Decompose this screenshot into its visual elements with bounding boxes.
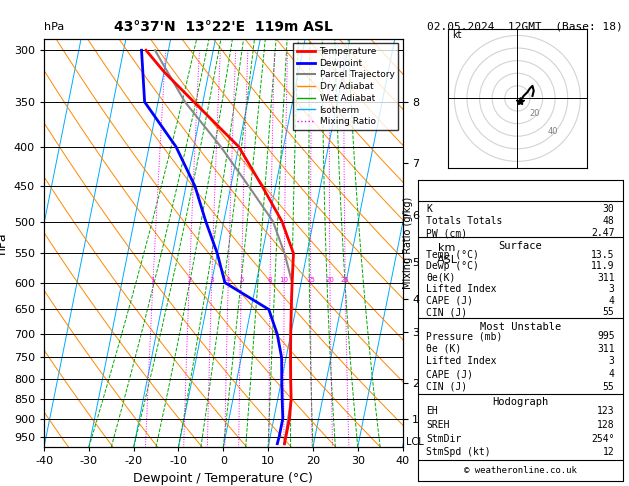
Text: © weatheronline.co.uk: © weatheronline.co.uk [464, 466, 577, 475]
Text: 48: 48 [603, 216, 615, 226]
Text: SREH: SREH [426, 420, 450, 430]
Text: CAPE (J): CAPE (J) [426, 296, 474, 306]
Text: Most Unstable: Most Unstable [480, 322, 561, 332]
Text: 55: 55 [603, 308, 615, 317]
Text: 1: 1 [151, 277, 155, 283]
Text: 4: 4 [609, 369, 615, 379]
Text: 3: 3 [609, 284, 615, 295]
Text: 40: 40 [547, 127, 558, 136]
Text: Lifted Index: Lifted Index [426, 284, 497, 295]
Text: 254°: 254° [591, 434, 615, 444]
Text: θe (K): θe (K) [426, 344, 462, 354]
Text: EH: EH [426, 406, 438, 417]
Text: 20: 20 [530, 109, 540, 118]
Text: kt: kt [452, 30, 462, 40]
Text: CIN (J): CIN (J) [426, 382, 467, 392]
Text: 311: 311 [597, 273, 615, 283]
Text: 3: 3 [609, 356, 615, 366]
Text: PW (cm): PW (cm) [426, 228, 467, 238]
Y-axis label: hPa: hPa [0, 232, 8, 254]
Text: 3: 3 [209, 277, 214, 283]
Text: LCL: LCL [406, 437, 424, 447]
Text: 55: 55 [603, 382, 615, 392]
Text: 13.5: 13.5 [591, 250, 615, 260]
Text: Pressure (mb): Pressure (mb) [426, 331, 503, 341]
Text: Mixing Ratio (g/kg): Mixing Ratio (g/kg) [403, 197, 413, 289]
Text: 2: 2 [187, 277, 191, 283]
Text: 11.9: 11.9 [591, 261, 615, 271]
Text: 2.47: 2.47 [591, 228, 615, 238]
Text: K: K [426, 204, 432, 214]
Text: 30: 30 [603, 204, 615, 214]
Text: Temp (°C): Temp (°C) [426, 250, 479, 260]
Text: 123: 123 [597, 406, 615, 417]
Text: 128: 128 [597, 420, 615, 430]
Text: 4: 4 [609, 296, 615, 306]
Text: CIN (J): CIN (J) [426, 308, 467, 317]
Text: 15: 15 [306, 277, 315, 283]
Text: 995: 995 [597, 331, 615, 341]
Text: CAPE (J): CAPE (J) [426, 369, 474, 379]
Text: 12: 12 [603, 447, 615, 457]
Text: 10: 10 [280, 277, 289, 283]
Text: 25: 25 [341, 277, 350, 283]
Text: Hodograph: Hodograph [493, 398, 548, 407]
Y-axis label: km
ASL: km ASL [437, 243, 458, 264]
Text: Dewp (°C): Dewp (°C) [426, 261, 479, 271]
X-axis label: Dewpoint / Temperature (°C): Dewpoint / Temperature (°C) [133, 472, 313, 485]
Text: 311: 311 [597, 344, 615, 354]
Text: 20: 20 [326, 277, 335, 283]
Text: Surface: Surface [499, 241, 542, 251]
Legend: Temperature, Dewpoint, Parcel Trajectory, Dry Adiabat, Wet Adiabat, Isotherm, Mi: Temperature, Dewpoint, Parcel Trajectory… [293, 43, 398, 130]
Text: 8: 8 [268, 277, 272, 283]
Text: 5: 5 [239, 277, 243, 283]
Text: StmDir: StmDir [426, 434, 462, 444]
Text: StmSpd (kt): StmSpd (kt) [426, 447, 491, 457]
Text: hPa: hPa [44, 21, 64, 32]
Text: Totals Totals: Totals Totals [426, 216, 503, 226]
Text: θe(K): θe(K) [426, 273, 456, 283]
Text: Lifted Index: Lifted Index [426, 356, 497, 366]
Text: 4: 4 [226, 277, 230, 283]
Title: 43°37'N  13°22'E  119m ASL: 43°37'N 13°22'E 119m ASL [114, 19, 333, 34]
Text: 02.05.2024  12GMT  (Base: 18): 02.05.2024 12GMT (Base: 18) [427, 22, 623, 32]
